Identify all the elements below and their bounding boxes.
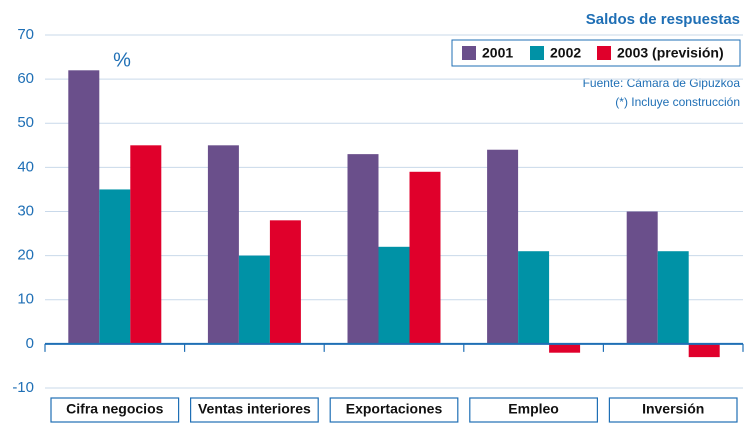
legend-box — [451, 39, 741, 67]
bar — [378, 246, 410, 344]
bar — [238, 255, 270, 344]
bar — [207, 145, 239, 344]
y-tick-label: 50 — [17, 114, 34, 131]
bar — [518, 251, 550, 344]
legend-label: 2002 — [550, 45, 581, 61]
x-tick-label: Cifra negocios — [66, 401, 163, 417]
bar — [549, 343, 581, 353]
bar — [487, 149, 519, 344]
category-box — [190, 397, 319, 423]
bar — [99, 189, 131, 344]
legend-label: 2001 — [482, 45, 513, 61]
y-tick-label: 0 — [26, 335, 34, 352]
legend-swatch — [597, 46, 611, 60]
y-tick-label: -10 — [12, 379, 34, 396]
x-tick-label: Ventas interiores — [198, 401, 311, 417]
y-tick-label: 40 — [17, 158, 34, 175]
bar — [626, 211, 658, 344]
category-box — [608, 397, 738, 423]
x-tick-label: Empleo — [508, 401, 559, 417]
bar — [347, 154, 379, 344]
y-tick-label: 60 — [17, 70, 34, 87]
bar — [269, 220, 301, 344]
bar — [68, 70, 100, 344]
y-tick-label: 70 — [17, 26, 34, 43]
bar — [130, 145, 162, 344]
category-box — [50, 397, 180, 423]
bar — [688, 343, 720, 358]
category-box — [469, 397, 598, 423]
legend-label: 2003 (previsión) — [617, 45, 724, 61]
y-tick-label: 30 — [17, 202, 34, 219]
y-tick-label: 10 — [17, 291, 34, 308]
bar — [657, 251, 689, 344]
category-box — [329, 397, 459, 423]
x-tick-label: Inversión — [642, 401, 704, 417]
y-tick-label: 20 — [17, 247, 34, 264]
legend-swatch — [462, 46, 476, 60]
bar — [409, 171, 441, 344]
legend-swatch — [530, 46, 544, 60]
unit-label: % — [113, 49, 131, 71]
chart-title: Saldos de respuestas — [586, 11, 740, 28]
note: (*) Incluye construcción — [615, 95, 740, 109]
x-tick-label: Exportaciones — [346, 401, 443, 417]
note: Fuente: Cámara de Gipuzkoa — [583, 76, 741, 90]
